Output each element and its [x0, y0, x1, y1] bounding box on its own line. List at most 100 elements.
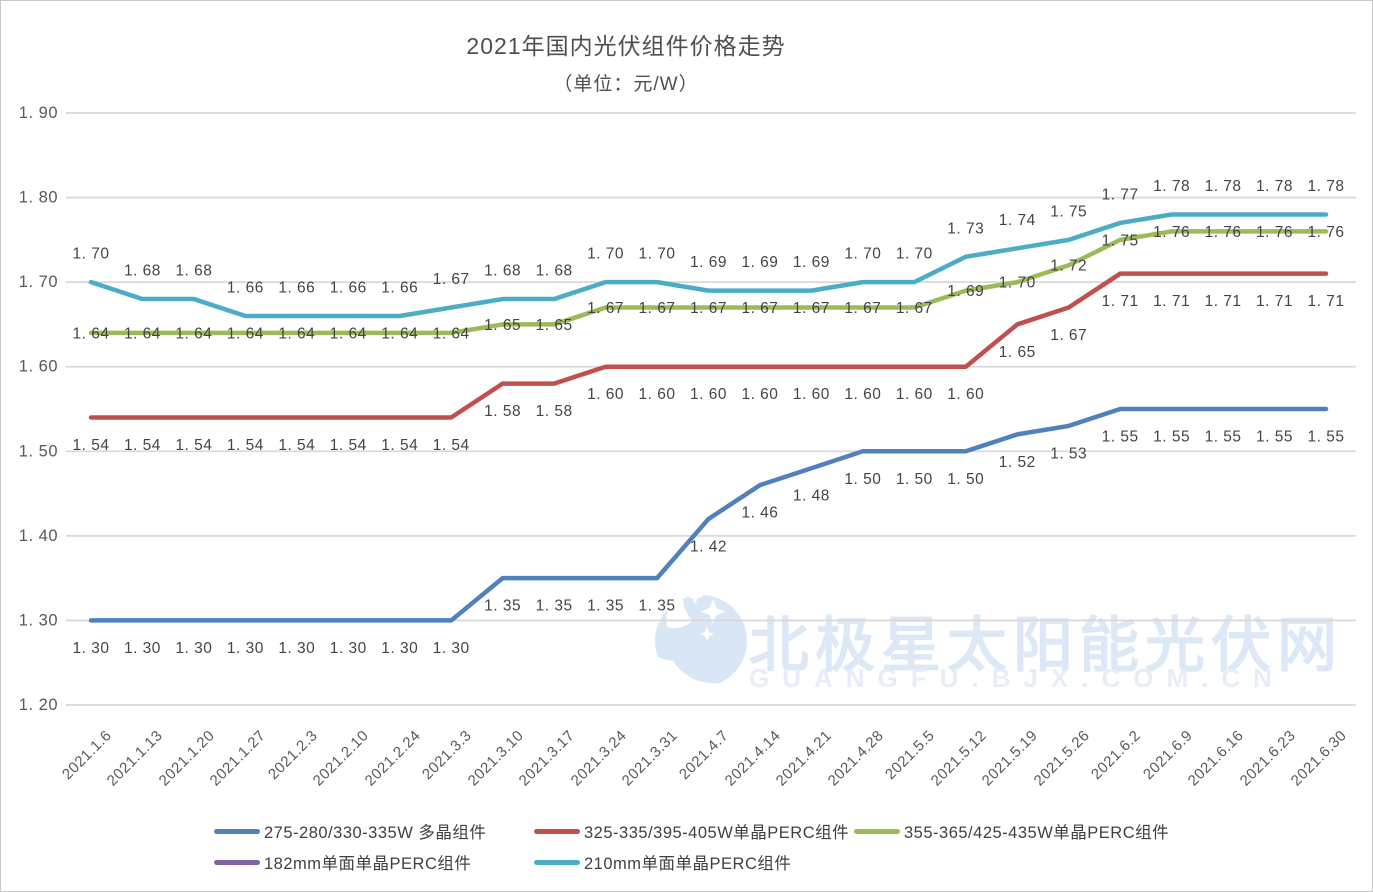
data-label: 1. 77 [1102, 186, 1139, 203]
data-label: 1. 55 [1307, 429, 1344, 446]
data-label: 1. 67 [896, 300, 933, 317]
data-label: 1. 78 [1256, 178, 1293, 195]
data-label: 1. 71 [1256, 293, 1293, 310]
legend-swatch-icon [534, 828, 580, 834]
data-label: 1. 60 [844, 386, 881, 403]
data-label: 1. 68 [484, 263, 521, 280]
data-label: 1. 67 [639, 300, 676, 317]
data-label: 1. 55 [1102, 429, 1139, 446]
series-line-1 [88, 271, 1329, 420]
legend-label: 182mm单面单晶PERC组件 [264, 855, 472, 873]
data-label: 1. 46 [741, 505, 778, 522]
data-label: 1. 69 [690, 254, 727, 271]
y-tick-label: 1. 20 [19, 696, 58, 714]
legend-swatch-icon [214, 828, 260, 834]
data-label: 1. 54 [433, 437, 470, 454]
legend-label: 325-335/395-405W单晶PERC组件 [584, 824, 850, 842]
data-label: 1. 64 [278, 325, 315, 342]
legend-item-1: 325-335/395-405W单晶PERC组件 [534, 819, 854, 843]
data-label: 1. 55 [1153, 429, 1190, 446]
data-label: 1. 75 [1102, 232, 1139, 249]
series-line-0 [88, 406, 1329, 623]
data-label: 1. 42 [690, 538, 727, 555]
data-label: 1. 60 [947, 386, 984, 403]
data-label: 1. 58 [536, 403, 573, 420]
data-label: 1. 70 [587, 246, 624, 263]
data-label: 1. 70 [639, 246, 676, 263]
data-label: 1. 70 [896, 246, 933, 263]
data-label: 1. 64 [124, 325, 161, 342]
data-label: 1. 50 [844, 471, 881, 488]
data-label: 1. 58 [484, 403, 521, 420]
data-label: 1. 69 [741, 254, 778, 271]
data-label: 1. 67 [690, 300, 727, 317]
data-label: 1. 70 [844, 246, 881, 263]
data-label: 1. 50 [896, 471, 933, 488]
data-label: 1. 67 [587, 300, 624, 317]
legend-swatch-icon [854, 828, 900, 834]
data-label: 1. 74 [999, 212, 1036, 229]
data-label: 1. 30 [433, 640, 470, 657]
series-line-2 [88, 229, 1329, 336]
data-label: 1. 53 [1050, 445, 1087, 462]
data-label: 1. 67 [844, 300, 881, 317]
data-label: 1. 64 [433, 325, 470, 342]
series-line-4 [88, 212, 1329, 319]
data-label: 1. 30 [124, 640, 161, 657]
data-label: 1. 30 [73, 640, 110, 657]
data-label: 1. 67 [741, 300, 778, 317]
legend-label: 210mm单面单晶PERC组件 [584, 855, 792, 873]
data-label: 1. 30 [381, 640, 418, 657]
data-label: 1. 52 [999, 454, 1036, 471]
legend: 275-280/330-335W 多晶组件 325-335/395-405W单晶P… [214, 819, 1234, 874]
data-label: 1. 71 [1102, 293, 1139, 310]
data-label: 1. 60 [741, 386, 778, 403]
data-label: 1. 68 [175, 263, 212, 280]
data-label: 1. 64 [381, 325, 418, 342]
data-label: 1. 65 [484, 317, 521, 334]
data-label: 1. 60 [690, 386, 727, 403]
y-tick-label: 1. 30 [19, 611, 58, 629]
y-tick-label: 1. 80 [19, 189, 58, 207]
data-label: 1. 50 [947, 471, 984, 488]
data-label: 1. 76 [1256, 224, 1293, 241]
y-tick-label: 1. 90 [19, 104, 58, 122]
legend-item-0: 275-280/330-335W 多晶组件 [214, 819, 534, 843]
data-label: 1. 54 [227, 437, 264, 454]
data-label: 1. 78 [1205, 178, 1242, 195]
data-label: 1. 76 [1307, 224, 1344, 241]
data-label: 1. 64 [330, 325, 367, 342]
data-label: 1. 73 [947, 220, 984, 237]
y-tick-label: 1. 70 [19, 273, 58, 291]
data-label: 1. 71 [1307, 293, 1344, 310]
data-label: 1. 60 [896, 386, 933, 403]
data-label: 1. 68 [536, 263, 573, 280]
data-label: 1. 60 [793, 386, 830, 403]
watermark-text-en: GUANGFU.BJX.COM.CN [749, 663, 1285, 693]
data-label: 1. 76 [1153, 224, 1190, 241]
data-label: 1. 67 [1050, 327, 1087, 344]
data-label: 1. 54 [381, 437, 418, 454]
legend-item-3: 182mm单面单晶PERC组件 [214, 850, 534, 874]
data-label: 1. 69 [793, 254, 830, 271]
data-label: 1. 30 [175, 640, 212, 657]
data-label: 1. 54 [73, 437, 110, 454]
data-label: 1. 64 [227, 325, 264, 342]
data-label: 1. 48 [793, 488, 830, 505]
data-label: 1. 66 [381, 279, 418, 296]
data-label: 1. 69 [947, 283, 984, 300]
data-label: 1. 54 [278, 437, 315, 454]
data-label: 1. 70 [999, 275, 1036, 292]
data-label: 1. 54 [124, 437, 161, 454]
data-label: 1. 76 [1205, 224, 1242, 241]
data-label: 1. 70 [73, 246, 110, 263]
legend-swatch-icon [214, 859, 260, 865]
data-label: 1. 67 [793, 300, 830, 317]
data-label: 1. 78 [1153, 178, 1190, 195]
legend-label: 355-365/425-435W单晶PERC组件 [904, 824, 1170, 842]
data-label: 1. 35 [639, 598, 676, 615]
data-label: 1. 35 [587, 598, 624, 615]
y-tick-label: 1. 60 [19, 358, 58, 376]
